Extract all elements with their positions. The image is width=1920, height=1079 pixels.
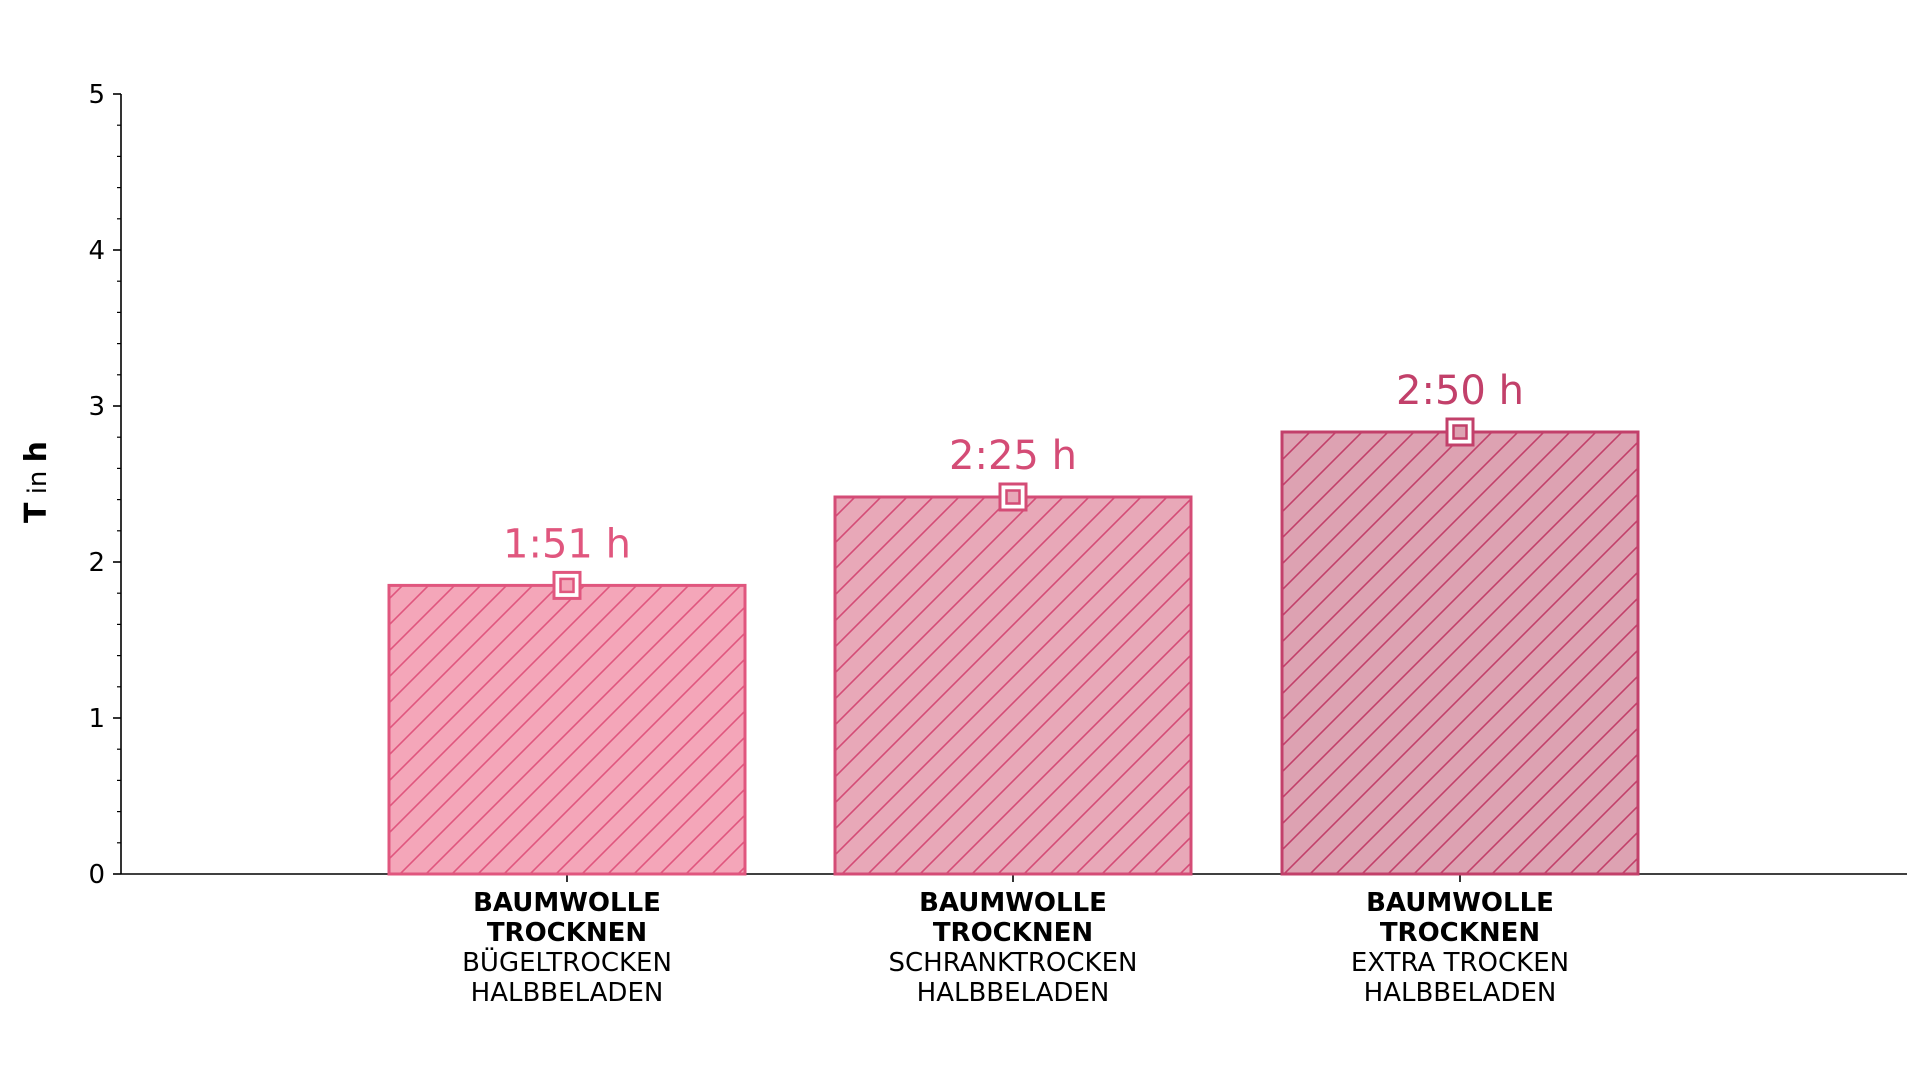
bar-group-2: 2:25 h [833, 433, 1193, 876]
x-category-label-line: HALBBELADEN [1364, 978, 1557, 1008]
bar [387, 583, 747, 876]
bar-marker-outer [552, 570, 582, 600]
x-category-label-bold-line: BAUMWOLLE [1366, 888, 1554, 918]
x-category-label-bold-line: TROCKNEN [1380, 918, 1540, 948]
bar [833, 495, 1193, 876]
bar-marker-inner [1452, 424, 1468, 440]
bar-value-label: 2:25 h [949, 433, 1077, 479]
y-axis-label-unit: h [19, 441, 54, 462]
x-category-label-2: BAUMWOLLETROCKNENSCHRANKTROCKENHALBBELAD… [889, 888, 1138, 1008]
bar [1280, 430, 1640, 876]
bar-group-1: 1:51 h [387, 521, 747, 876]
y-tick-label: 4 [88, 236, 105, 266]
x-category-label-line: EXTRA TROCKEN [1351, 948, 1569, 978]
x-category-label-bold-line: BAUMWOLLE [473, 888, 661, 918]
y-axis-label: T in h [19, 441, 54, 523]
bars: 1:51 h 2:25 h 2:50 h [387, 368, 1640, 876]
x-category-label-line: SCHRANKTROCKEN [889, 948, 1138, 978]
x-category-label-bold-line: TROCKNEN [933, 918, 1093, 948]
svg-text:T in h: T in h [19, 441, 54, 523]
bar-value-label: 1:51 h [503, 521, 631, 567]
bar-marker-inner [1005, 489, 1021, 505]
x-category-label-bold-line: TROCKNEN [487, 918, 647, 948]
bar-group-3: 2:50 h [1280, 368, 1640, 876]
y-tick-label: 2 [88, 548, 105, 578]
labels: BAUMWOLLETROCKNENBÜGELTROCKENHALBBELADEN… [462, 888, 1569, 1008]
bar-marker-inner [559, 577, 575, 594]
x-category-label-line: HALBBELADEN [917, 978, 1110, 1008]
y-tick-label: 0 [88, 860, 105, 890]
y-tick-label: 1 [88, 704, 105, 734]
x-category-label-line: BÜGELTROCKEN [462, 946, 672, 978]
x-category-label-line: HALBBELADEN [471, 978, 664, 1008]
y-tick-label: 5 [88, 80, 105, 110]
x-category-label-bold-line: BAUMWOLLE [919, 888, 1107, 918]
y-tick-label: 3 [88, 392, 105, 422]
y-axis-label-in: in [23, 462, 53, 502]
y-axis-label-symbol: T [19, 502, 54, 523]
bar-value-label: 2:50 h [1396, 368, 1524, 414]
